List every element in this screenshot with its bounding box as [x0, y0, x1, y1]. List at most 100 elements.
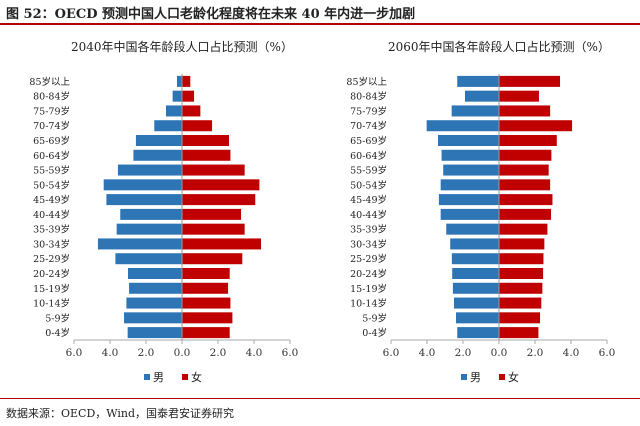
- legend-swatch-female: [182, 374, 188, 380]
- bar-female: [499, 194, 553, 206]
- bar-female: [182, 312, 233, 324]
- bar-male: [441, 149, 499, 161]
- bar-male: [440, 208, 499, 220]
- category-label: 30-34岁: [350, 238, 387, 250]
- bar-female: [499, 297, 542, 309]
- bar-male: [120, 208, 182, 220]
- category-label: 15-19岁: [33, 283, 70, 295]
- x-tick-label: 0.0: [491, 347, 508, 359]
- category-label: 50-54岁: [33, 179, 70, 191]
- category-label: 65-69岁: [33, 135, 70, 147]
- bar-female: [182, 208, 242, 220]
- bar-male: [437, 135, 499, 146]
- bar-female: [499, 327, 539, 339]
- bar-male: [455, 312, 499, 324]
- bar-female: [182, 282, 229, 294]
- bar-male: [426, 120, 499, 132]
- bar-male: [106, 194, 182, 206]
- bar-female: [182, 120, 213, 132]
- x-tick-label: 0.0: [174, 347, 191, 359]
- legend-label: 女: [191, 370, 202, 384]
- bar-male: [133, 149, 182, 161]
- bar-male: [438, 194, 499, 206]
- bar-female: [499, 179, 551, 191]
- bar-male: [440, 179, 499, 191]
- legend-swatch-male: [144, 374, 150, 380]
- category-label: 85岁以上: [29, 76, 70, 88]
- category-label: 70-74岁: [33, 120, 70, 132]
- category-label: 65-69岁: [350, 135, 387, 147]
- category-label: 45-49岁: [350, 194, 387, 206]
- chart-1: 2040年中国各年龄段人口占比预测（%） 85岁以上 80-84岁 75-79岁 70-…: [29, 39, 298, 384]
- bar-male: [103, 179, 182, 191]
- category-label: 10-14岁: [33, 298, 70, 310]
- category-label: 85岁以上: [346, 76, 387, 88]
- bar-female: [182, 179, 260, 191]
- category-label: 75-79岁: [350, 105, 387, 117]
- bar-male: [450, 238, 499, 250]
- bar-male: [97, 238, 182, 250]
- bar-female: [499, 135, 557, 146]
- x-tick-label: 6.0: [282, 347, 299, 359]
- bar-male: [127, 327, 182, 339]
- chart-title: 2060年中国各年龄段人口占比预测（%）: [388, 39, 610, 54]
- bar-female: [182, 75, 191, 87]
- category-label: 55-59岁: [350, 165, 387, 177]
- category-label: 80-84岁: [33, 91, 70, 103]
- legend-swatch-female: [499, 374, 505, 380]
- category-label: 35-39岁: [33, 224, 70, 236]
- category-label: 40-44岁: [33, 209, 70, 221]
- bar-female: [182, 253, 243, 265]
- x-tick-label: 6.0: [383, 347, 400, 359]
- bar-female: [499, 90, 539, 102]
- x-tick-label: 2.0: [138, 347, 155, 359]
- bar-male: [176, 75, 182, 87]
- category-label: 50-54岁: [350, 179, 387, 191]
- population-pyramids: 2040年中国各年龄段人口占比预测（%） 85岁以上 80-84岁 75-79岁 70-…: [29, 39, 615, 384]
- category-label: 55-59岁: [33, 165, 70, 177]
- legend-label: 男: [153, 371, 164, 384]
- bar-female: [499, 120, 573, 132]
- bar-male: [454, 297, 499, 309]
- category-label: 60-64岁: [33, 150, 70, 162]
- bar-female: [499, 75, 561, 87]
- category-label: 80-84岁: [350, 91, 387, 103]
- figure-title: 图 52：OECD 预测中国人口老龄化程度将在未来 40 年内进一步加剧: [6, 7, 416, 22]
- category-label: 45-49岁: [33, 194, 70, 206]
- bar-female: [182, 238, 262, 250]
- bar-male: [117, 164, 182, 176]
- bar-male: [464, 90, 499, 102]
- bar-female: [182, 90, 195, 102]
- bar-male: [451, 105, 499, 117]
- bar-female: [182, 149, 231, 161]
- bar-male: [457, 327, 499, 339]
- bar-male: [457, 75, 499, 87]
- category-label: 70-74岁: [350, 120, 387, 132]
- x-tick-label: 6.0: [66, 347, 83, 359]
- bar-female: [182, 105, 201, 117]
- bar-male: [129, 282, 182, 294]
- bar-female: [499, 223, 548, 235]
- bar-female: [499, 208, 552, 220]
- bottom-rule: [0, 398, 640, 399]
- bar-male: [115, 253, 182, 265]
- category-label: 5-9岁: [45, 312, 70, 324]
- bar-female: [182, 223, 245, 235]
- category-label: 10-14岁: [350, 298, 387, 310]
- x-tick-label: 4.0: [246, 347, 263, 359]
- category-label: 20-24岁: [33, 268, 70, 280]
- bar-female: [499, 105, 551, 117]
- category-label: 25-29岁: [350, 253, 387, 265]
- category-label: 0-4岁: [45, 327, 70, 339]
- chart-title: 2040年中国各年龄段人口占比预测（%）: [71, 39, 293, 54]
- category-label: 60-64岁: [350, 150, 387, 162]
- bar-male: [172, 90, 182, 102]
- category-label: 15-19岁: [350, 283, 387, 295]
- legend-swatch-male: [461, 374, 467, 380]
- bar-female: [499, 149, 552, 161]
- bar-female: [499, 268, 544, 279]
- bar-female: [499, 253, 544, 265]
- bar-male: [165, 105, 182, 117]
- x-tick-label: 4.0: [419, 347, 436, 359]
- category-label: 20-24岁: [350, 268, 387, 280]
